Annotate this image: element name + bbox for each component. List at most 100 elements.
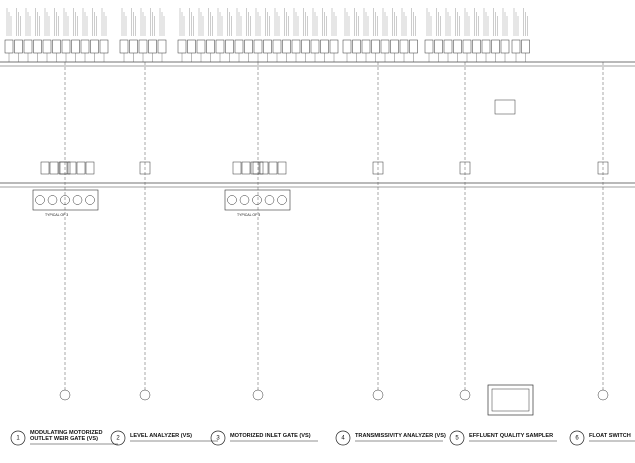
terminal: [320, 39, 329, 54]
terminal: [215, 39, 225, 54]
terminal: [277, 161, 287, 175]
terminal: [129, 39, 138, 54]
indicator: [227, 195, 237, 205]
terminal: [462, 39, 472, 54]
terminal: [434, 39, 443, 54]
drawing-number: 3: [216, 436, 220, 442]
indicator: [60, 195, 70, 205]
drawing-number: 5: [455, 436, 459, 442]
terminal: [511, 39, 521, 54]
terminal: [282, 39, 291, 54]
terminal: [371, 39, 380, 54]
field-terminal: [372, 161, 384, 175]
title-bubble: [335, 430, 351, 446]
note: TYPICAL OF 3: [45, 213, 68, 217]
drawing-title: FLOAT SWITCH: [589, 433, 631, 439]
terminal: [206, 39, 215, 54]
indicator: [277, 195, 287, 205]
device-panel: [32, 189, 99, 211]
drawing-title: LEVEL ANALYZER (VS): [130, 433, 192, 439]
drawing-number: 2: [116, 436, 120, 442]
terminal: [491, 39, 500, 54]
terminal: [58, 161, 68, 175]
terminal: [225, 39, 234, 54]
indicator: [239, 195, 250, 205]
indicator: [47, 195, 58, 205]
terminal: [244, 39, 253, 54]
terminal: [67, 161, 77, 175]
drawing-number: 1: [16, 436, 20, 442]
terminal: [85, 161, 95, 175]
device-panel: [224, 189, 291, 211]
device: [597, 389, 609, 401]
terminal: [329, 39, 339, 54]
terminal: [390, 39, 399, 54]
terminal: [409, 39, 418, 54]
title-bubble: [10, 430, 26, 446]
terminal: [14, 39, 23, 54]
terminal: [71, 39, 80, 54]
terminal: [291, 39, 301, 54]
sample-box: [494, 99, 516, 115]
drawing-title: TRANSMISSIVITY ANALYZER (VS): [355, 433, 446, 439]
terminal: [177, 39, 187, 54]
terminal: [268, 161, 278, 175]
terminal: [196, 39, 206, 54]
terminal: [259, 161, 269, 175]
device: [139, 389, 151, 401]
terminal: [241, 161, 251, 175]
device: [372, 389, 384, 401]
terminal: [4, 39, 14, 54]
terminal: [119, 39, 129, 54]
title-bubble: [210, 430, 226, 446]
terminal: [253, 39, 263, 54]
terminal: [500, 39, 510, 54]
terminal: [80, 39, 90, 54]
terminal: [52, 39, 61, 54]
drawing-title: OUTLET WEIR GATE (VS): [30, 436, 98, 442]
drawing-number: 6: [575, 436, 579, 442]
title-bubble: [110, 430, 126, 446]
terminal: [453, 39, 462, 54]
indicator: [35, 195, 45, 205]
terminal: [49, 161, 59, 175]
device: [252, 389, 264, 401]
drawing-number: 4: [341, 436, 345, 442]
terminal: [380, 39, 390, 54]
terminal: [99, 39, 109, 54]
terminal: [90, 39, 99, 54]
sampler: [487, 384, 534, 416]
terminal: [40, 161, 50, 175]
title-bubble: [569, 430, 585, 446]
terminal: [301, 39, 310, 54]
terminal: [399, 39, 409, 54]
terminal: [472, 39, 481, 54]
indicator: [72, 195, 83, 205]
terminal: [234, 39, 244, 54]
terminal: [310, 39, 320, 54]
terminal: [157, 39, 167, 54]
terminal: [76, 161, 86, 175]
terminal: [42, 39, 52, 54]
terminal: [33, 39, 42, 54]
title-bubble: [449, 430, 465, 446]
terminal: [23, 39, 33, 54]
drawing-title: EFFLUENT QUALITY SAMPLER: [469, 433, 553, 439]
indicator: [85, 195, 95, 205]
terminal: [61, 39, 71, 54]
terminal: [272, 39, 282, 54]
terminal: [232, 161, 242, 175]
field-terminal: [597, 161, 609, 175]
terminal: [342, 39, 352, 54]
device: [459, 389, 471, 401]
terminal: [352, 39, 361, 54]
terminal: [481, 39, 491, 54]
terminal: [148, 39, 157, 54]
terminal: [424, 39, 434, 54]
drawing-title: MOTORIZED INLET GATE (VS): [230, 433, 311, 439]
terminal: [263, 39, 272, 54]
field-terminal: [459, 161, 471, 175]
indicator: [264, 195, 275, 205]
field-terminal: [139, 161, 151, 175]
